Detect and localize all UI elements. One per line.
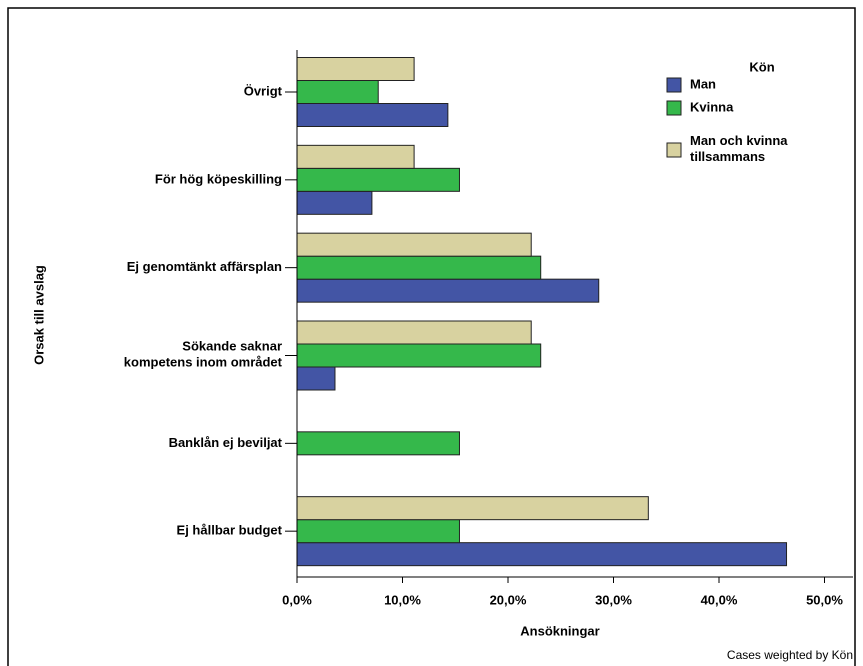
bar [296, 80, 379, 104]
y-tick-label: Sökande saknar kompetens inom området [124, 339, 283, 370]
bar [296, 232, 532, 257]
y-tick-label: Övrigt [244, 83, 283, 98]
bar [296, 496, 649, 521]
legend-label: Man [690, 76, 716, 91]
legend-swatch [666, 100, 682, 116]
x-tick-label: 40,0% [701, 592, 738, 607]
bar [296, 57, 415, 81]
bar [296, 167, 460, 192]
legend-swatch [666, 77, 682, 93]
x-tick-label: 0,0% [282, 592, 312, 607]
y-tick-label: Ej genomtänkt affärsplan [127, 259, 282, 274]
bar [296, 255, 542, 280]
bar [296, 542, 788, 567]
legend-label: Man och kvinna tillsammans [690, 133, 788, 164]
bar [296, 431, 460, 456]
y-tick-label: Ej hållbar budget [177, 523, 283, 538]
bar [296, 103, 449, 127]
footnote: Cases weighted by Kön [727, 648, 853, 662]
y-tick-label: Banklån ej beviljat [169, 435, 283, 450]
bar [296, 144, 415, 169]
x-tick-label: 50,0% [806, 592, 843, 607]
bar [296, 320, 532, 345]
x-tick-label: 10,0% [384, 592, 421, 607]
y-tick-label: För hög köpeskilling [155, 171, 282, 186]
x-axis-title: Ansökningar [520, 623, 599, 638]
frame [7, 7, 856, 666]
legend-swatch [666, 142, 682, 158]
bar [296, 519, 460, 544]
legend-title: Kön [749, 59, 774, 74]
y-axis-title: Orsak till avslag [31, 265, 46, 365]
x-tick-label: 20,0% [490, 592, 527, 607]
x-tick-label: 30,0% [595, 592, 632, 607]
bar [296, 190, 373, 215]
bar [296, 278, 600, 303]
bar [296, 343, 542, 368]
legend-label: Kvinna [690, 99, 734, 114]
bar [296, 366, 336, 391]
